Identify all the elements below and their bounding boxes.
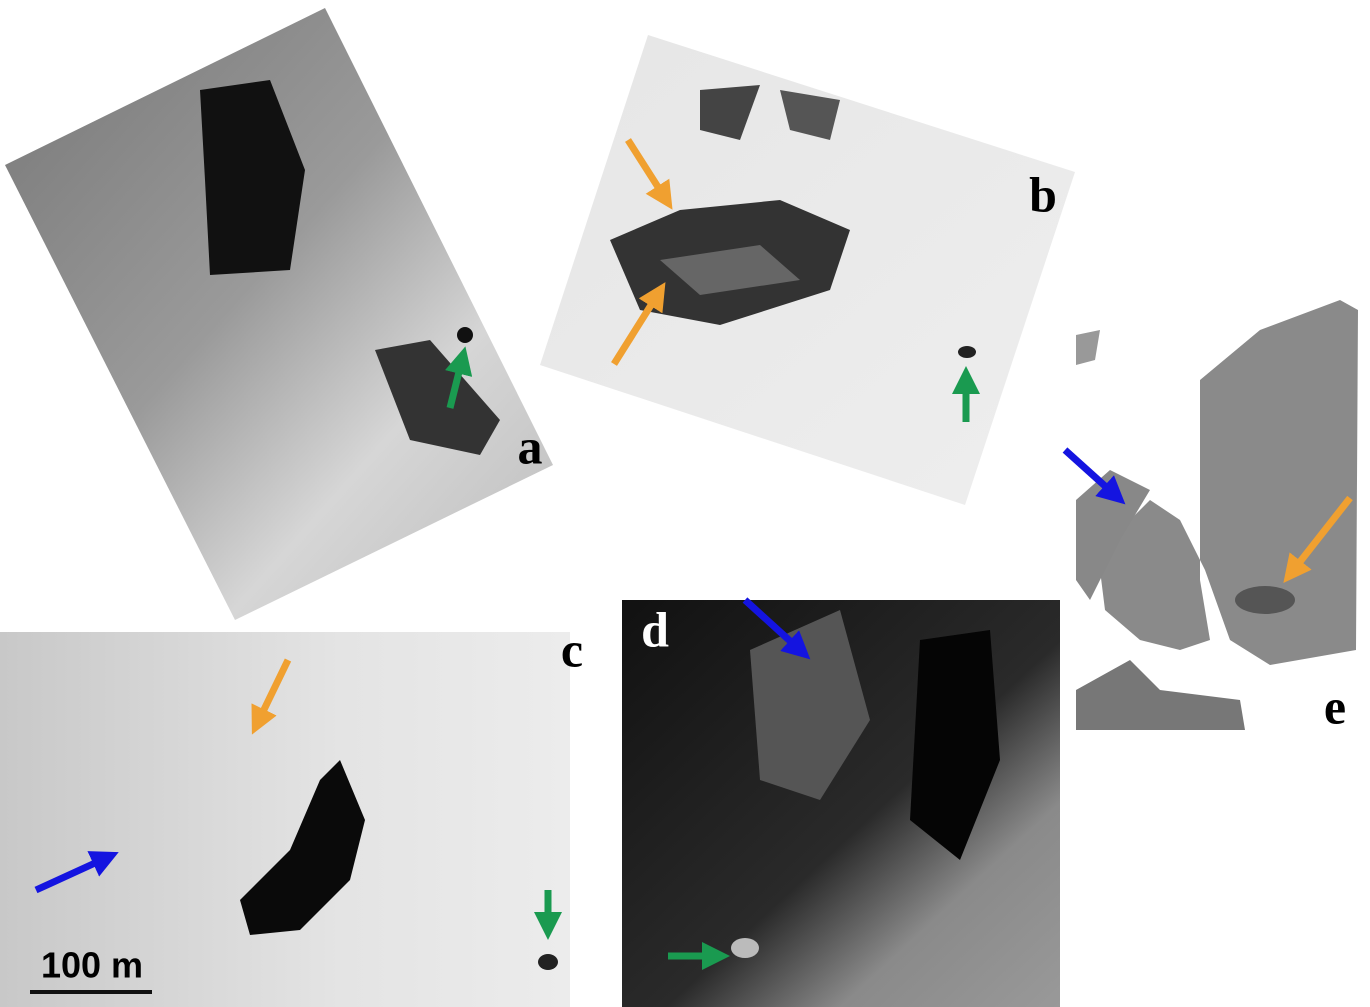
scale-bar-label: 100 m (41, 945, 143, 986)
panel-b: b (540, 35, 1075, 505)
panel-label: a (518, 418, 543, 474)
panel-d: d (622, 597, 1060, 1007)
panel-a: a (5, 8, 553, 620)
panel-label: d (641, 601, 669, 657)
panel-label: c (561, 621, 583, 677)
panel-label: b (1029, 166, 1057, 222)
panel-label: e (1324, 678, 1346, 734)
panel-e: e (1062, 300, 1358, 734)
panel-c: 100 m c (0, 621, 583, 1007)
